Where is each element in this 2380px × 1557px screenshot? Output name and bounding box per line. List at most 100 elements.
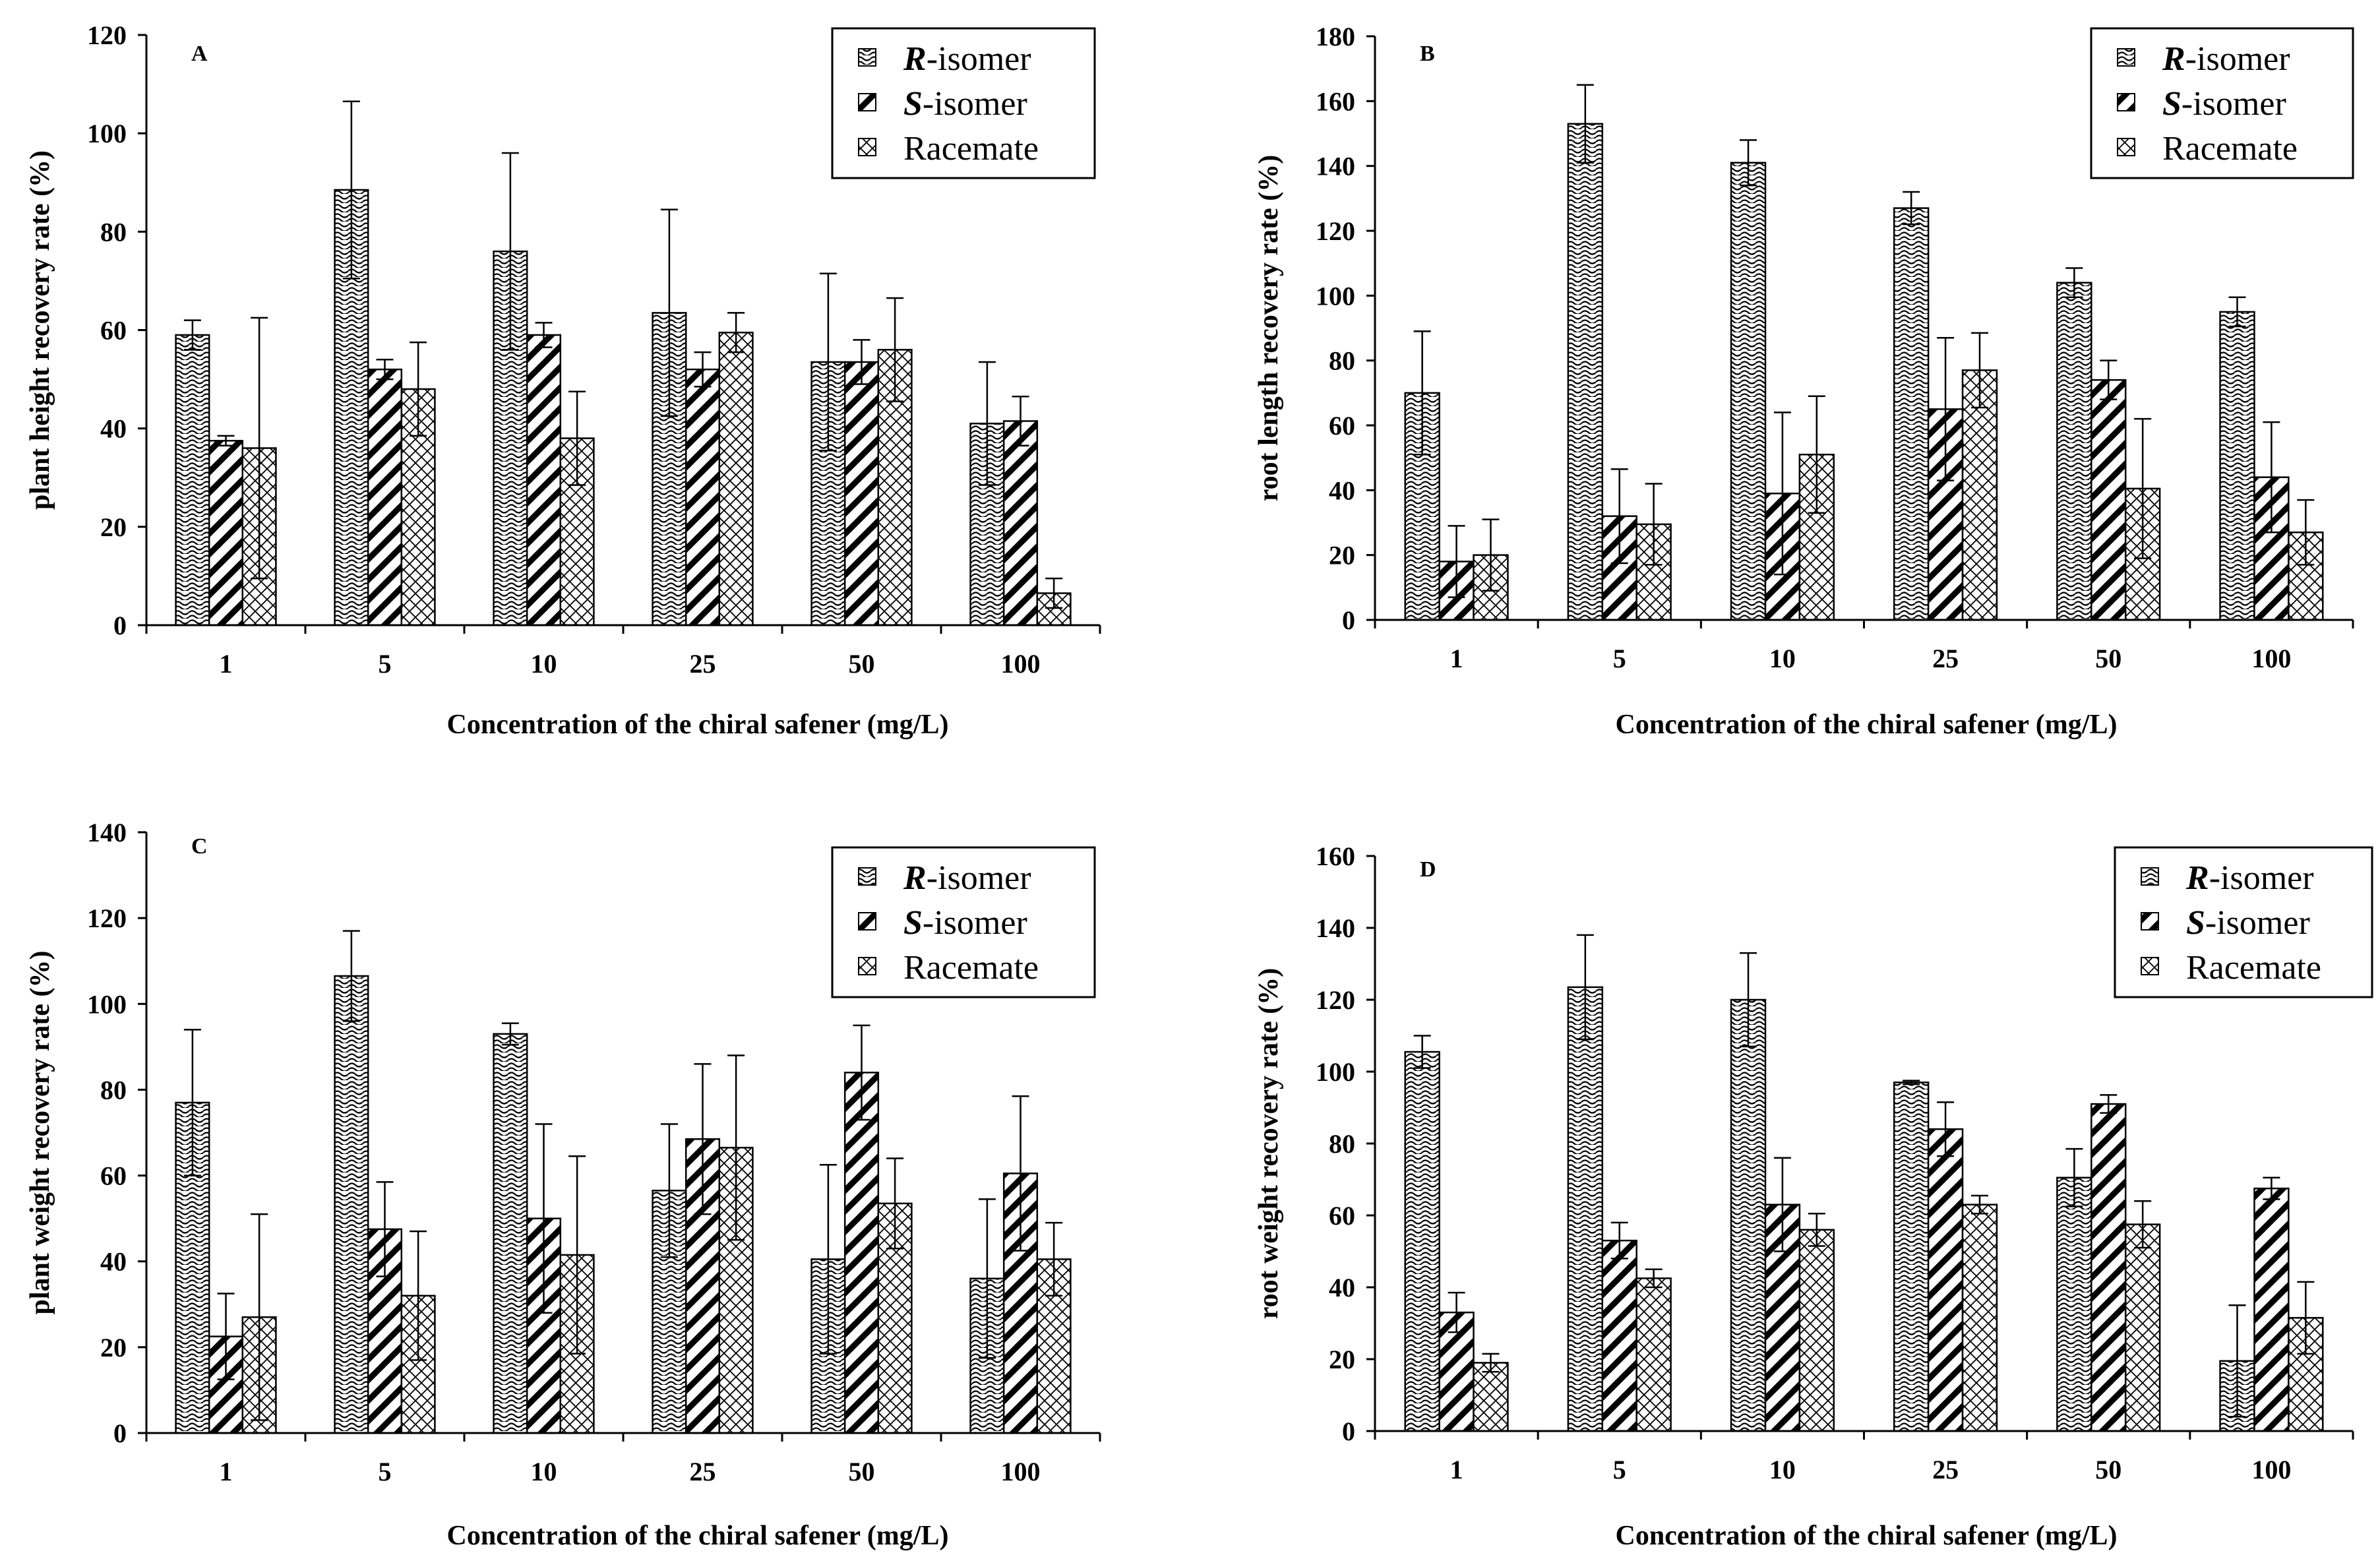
y-tick-label: 140 bbox=[1316, 152, 1355, 181]
bar-wave bbox=[1404, 1051, 1440, 1432]
legend-label-text: -isomer bbox=[923, 85, 1027, 123]
legend-label-italic: S bbox=[2162, 85, 2182, 123]
legend-label: Racemate bbox=[2186, 949, 2321, 987]
y-tick-label: 20 bbox=[100, 1333, 127, 1362]
x-tick-label: 5 bbox=[1613, 644, 1626, 673]
legend-label-text: Racemate bbox=[903, 130, 1039, 168]
x-axis-title: Concentration of the chiral safener (mg/… bbox=[447, 710, 949, 740]
y-tick-label: 0 bbox=[1342, 605, 1355, 635]
bar-wave bbox=[2056, 282, 2092, 621]
y-tick-label: 60 bbox=[1329, 411, 1355, 441]
legend-label-text: -isomer bbox=[923, 904, 1027, 942]
bar-wave bbox=[334, 975, 369, 1434]
x-axis-title: Concentration of the chiral safener (mg/… bbox=[1616, 1521, 2118, 1551]
x-tick-label: 25 bbox=[1932, 644, 1959, 673]
x-tick-label: 10 bbox=[1769, 644, 1796, 673]
legend-label-text: -isomer bbox=[2182, 85, 2286, 123]
bar-wave bbox=[1730, 998, 1767, 1432]
legend-label-text: -isomer bbox=[2205, 904, 2310, 942]
x-tick-label: 5 bbox=[379, 649, 392, 679]
y-tick-label: 100 bbox=[1316, 281, 1355, 311]
bar-diag bbox=[843, 1072, 880, 1434]
legend-label: Racemate bbox=[2162, 130, 2298, 168]
panel-letter: D bbox=[1420, 857, 1436, 882]
y-tick-label: 160 bbox=[1316, 86, 1355, 116]
legend-label: S-isomer bbox=[2186, 904, 2310, 942]
panel-a: 0 20 40 60 80 100 120 1 5 10 25 50 100 A Concentration… bbox=[25, 20, 1101, 740]
bar-diag bbox=[2090, 1103, 2127, 1432]
bar-diag bbox=[843, 361, 880, 626]
bar-diag bbox=[2253, 1187, 2290, 1432]
legend-swatch-cross bbox=[858, 138, 876, 156]
bar-diag bbox=[1927, 1128, 1964, 1432]
bar-wave bbox=[1893, 207, 1930, 621]
legend-swatch-diag bbox=[2117, 93, 2135, 111]
x-tick-label: 100 bbox=[1001, 649, 1041, 679]
bar-diag bbox=[685, 368, 721, 626]
y-tick-label: 140 bbox=[87, 818, 127, 847]
y-tick-label: 140 bbox=[1316, 913, 1355, 943]
legend-label-text: -isomer bbox=[2209, 859, 2314, 897]
x-tick-label: 1 bbox=[1450, 644, 1463, 673]
x-tick-label: 1 bbox=[220, 1457, 233, 1486]
x-tick-label: 50 bbox=[849, 1457, 875, 1486]
legend-label-text: -isomer bbox=[927, 40, 1031, 78]
y-tick-label: 100 bbox=[87, 989, 127, 1019]
x-axis-title: Concentration of the chiral safener (mg/… bbox=[1616, 710, 2118, 740]
x-tick-label: 10 bbox=[531, 1457, 557, 1486]
legend-swatch-cross bbox=[2141, 957, 2159, 975]
x-tick-label: 100 bbox=[2251, 1455, 2291, 1484]
y-tick-label: 0 bbox=[1342, 1417, 1355, 1446]
x-tick-label: 25 bbox=[690, 649, 716, 679]
bar-diag bbox=[526, 334, 562, 626]
y-tick-label: 100 bbox=[87, 119, 127, 148]
legend-swatch-wave bbox=[858, 867, 876, 886]
legend-label: S-isomer bbox=[2162, 85, 2286, 123]
y-axis-title: plant weight recovery rate (%) bbox=[25, 950, 55, 1314]
x-tick-label: 50 bbox=[849, 649, 875, 679]
legend-label-text: Racemate bbox=[903, 949, 1039, 987]
legend-label-italic: S bbox=[903, 904, 923, 942]
y-tick-label: 60 bbox=[100, 316, 127, 346]
x-axis-title: Concentration of the chiral safener (mg/… bbox=[447, 1521, 949, 1551]
legend-swatch-cross bbox=[2117, 138, 2135, 156]
y-tick-label: 80 bbox=[100, 217, 127, 247]
legend-swatch-diag bbox=[858, 912, 876, 931]
y-axis-title: plant height recovery rate (%) bbox=[25, 150, 55, 510]
x-tick-label: 25 bbox=[1932, 1455, 1959, 1484]
y-tick-label: 40 bbox=[100, 1247, 127, 1277]
y-tick-label: 20 bbox=[100, 512, 127, 542]
panel-c: 0 20 40 60 80 100 120 140 1 5 10 25 50 100 C Concentrat… bbox=[25, 818, 1101, 1551]
legend-label: Racemate bbox=[903, 949, 1039, 987]
legend-label-italic: R bbox=[2162, 40, 2185, 78]
legend-swatch-wave bbox=[2141, 867, 2159, 886]
y-tick-label: 120 bbox=[1316, 985, 1355, 1015]
legend-swatch-wave bbox=[858, 48, 876, 67]
bar-wave bbox=[175, 334, 210, 626]
y-tick-label: 80 bbox=[1329, 346, 1355, 376]
legend-label: Racemate bbox=[903, 130, 1039, 168]
y-tick-label: 100 bbox=[1316, 1057, 1355, 1087]
y-tick-label: 20 bbox=[1329, 541, 1355, 570]
y-tick-label: 20 bbox=[1329, 1345, 1355, 1374]
legend-swatch-diag bbox=[2141, 912, 2159, 931]
y-axis-title: root length recovery rate (%) bbox=[1254, 155, 1284, 502]
bar-wave bbox=[1567, 986, 1604, 1432]
y-tick-label: 120 bbox=[1316, 216, 1355, 246]
bar-cross bbox=[1961, 1204, 1998, 1432]
panel-letter: C bbox=[191, 834, 208, 859]
legend-label: R-isomer bbox=[2162, 40, 2290, 78]
legend-label-italic: R bbox=[2185, 859, 2209, 897]
bar-cross bbox=[1798, 1229, 1835, 1432]
x-tick-label: 100 bbox=[2251, 644, 2291, 673]
x-tick-label: 50 bbox=[2095, 1455, 2121, 1484]
x-tick-label: 1 bbox=[220, 649, 233, 679]
y-axis-title: root weight recovery rate (%) bbox=[1254, 968, 1284, 1320]
legend-label: S-isomer bbox=[903, 904, 1027, 942]
y-tick-label: 40 bbox=[100, 414, 127, 444]
legend-swatch-cross bbox=[858, 957, 876, 975]
legend-label-italic: R bbox=[903, 859, 927, 897]
bar-cross bbox=[1635, 1277, 1672, 1432]
